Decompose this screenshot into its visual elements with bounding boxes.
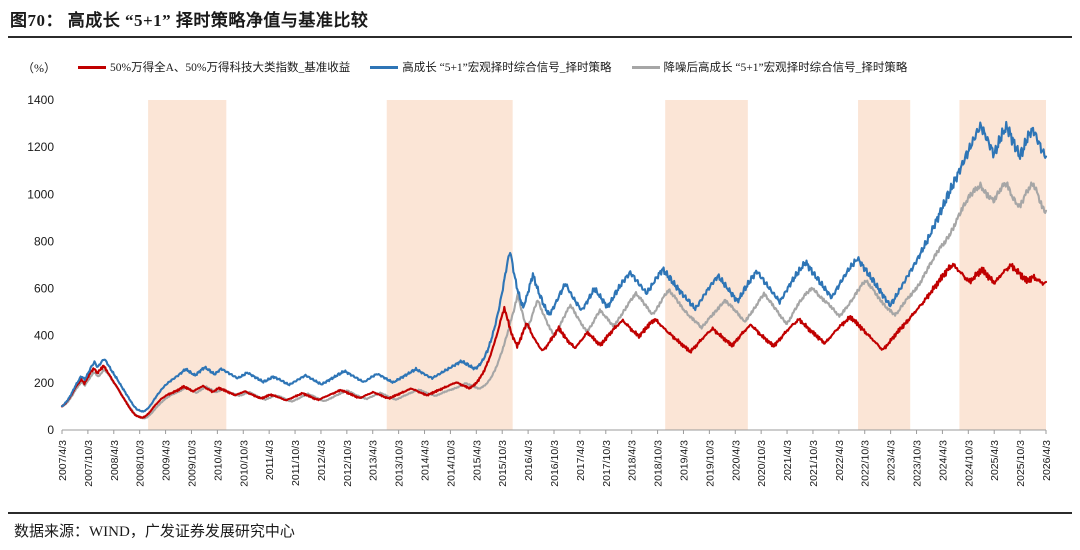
- y-axis-tick-label: 600: [34, 282, 54, 296]
- y-axis-tick-label: 800: [34, 234, 54, 248]
- x-axis-tick-label: 2009/10/3: [186, 440, 198, 487]
- x-axis-tick-label: 2011/10/3: [290, 440, 302, 486]
- chart-legend: （%） 50%万得全A、50%万得科技大类指数_基准收益 高成长 “5+1”宏观…: [22, 56, 1072, 78]
- x-axis-tick-label: 2025/10/3: [1015, 440, 1027, 487]
- x-axis-tick-label: 2019/10/3: [704, 440, 716, 487]
- x-axis-tick-label: 2017/10/3: [601, 440, 613, 487]
- legend-label-benchmark: 50%万得全A、50%万得科技大类指数_基准收益: [110, 62, 351, 74]
- page-title: 图70： 高成长 “5+1” 择时策略净值与基准比较: [10, 11, 369, 30]
- legend-swatch-denoised: [631, 65, 660, 69]
- shaded-band: [386, 100, 513, 430]
- y-axis-tick-label: 400: [34, 329, 54, 343]
- x-axis-tick-label: 2023/4/3: [886, 440, 898, 481]
- shaded-band: [148, 100, 227, 430]
- x-axis-tick-label: 2008/4/3: [109, 440, 121, 481]
- line-chart: 0 200 400 600 800 1000 1200 1400 2007/4/3 2007/1…: [27, 93, 1053, 487]
- x-axis-tick-label: 2010/10/3: [238, 440, 250, 487]
- x-axis-tick-label: 2011/4/3: [264, 440, 276, 480]
- x-axis-tick-label: 2019/4/3: [678, 440, 690, 481]
- footer-divider: [8, 512, 1072, 514]
- x-axis-tick-group: 2007/4/3 2007/10/3 2008/4/3 2008/10/3 2009/4…: [57, 430, 1053, 487]
- source-note: 数据来源：WIND，广发证券发展研究中心: [14, 524, 295, 540]
- x-axis-tick-label: 2018/10/3: [653, 440, 665, 487]
- x-axis-tick-label: 2016/4/3: [523, 440, 535, 481]
- x-axis-tick-label: 2009/4/3: [161, 440, 173, 481]
- x-axis-tick-label: 2015/4/3: [471, 440, 483, 481]
- series-line: [60, 120, 1048, 413]
- y-axis-tick-label: 0: [47, 423, 54, 437]
- x-axis-tick-label: 2024/4/3: [937, 440, 949, 481]
- x-axis-tick-label: 2023/10/3: [912, 440, 924, 487]
- y-axis-tick-group: 0 200 400 600 800 1000 1200 1400: [27, 93, 54, 437]
- x-axis-tick-label: 2022/4/3: [834, 440, 846, 481]
- shaded-band: [665, 100, 748, 430]
- x-axis-tick-label: 2010/4/3: [212, 440, 224, 481]
- x-axis-tick-label: 2012/4/3: [316, 440, 328, 481]
- title-divider: [8, 36, 1072, 38]
- legend-item-benchmark[interactable]: 50%万得全A、50%万得科技大类指数_基准收益: [78, 59, 350, 75]
- x-axis-tick-label: 2017/4/3: [575, 440, 587, 481]
- y-axis-tick-label: 200: [34, 376, 54, 390]
- y-axis-unit-label: （%）: [22, 60, 56, 75]
- y-axis-tick-label: 1000: [27, 187, 54, 201]
- x-axis-tick-label: 2013/4/3: [368, 440, 380, 481]
- x-axis-tick-label: 2012/10/3: [342, 440, 354, 487]
- y-axis-tick-label: 1200: [27, 140, 54, 154]
- x-axis-tick-label: 2016/10/3: [549, 440, 561, 487]
- x-axis-tick-label: 2013/10/3: [394, 440, 406, 487]
- y-axis-tick-label: 1400: [27, 93, 54, 107]
- x-axis-tick-label: 2014/10/3: [445, 440, 457, 487]
- x-axis-tick-label: 2024/10/3: [963, 440, 975, 487]
- legend-swatch-strategy: [370, 65, 399, 69]
- shaded-band: [959, 100, 1046, 430]
- shaded-band: [858, 100, 911, 430]
- x-axis-tick-label: 2007/10/3: [83, 440, 95, 487]
- series-line: [60, 262, 1048, 419]
- x-axis-tick-label: 2007/4/3: [57, 440, 69, 481]
- legend-swatch-benchmark: [78, 65, 106, 69]
- legend-item-denoised[interactable]: 降噪后高成长 “5+1”宏观择时综合信号_择时策略: [631, 59, 908, 75]
- recession-shading-group: [148, 100, 1046, 430]
- x-axis-tick-label: 2026/4/3: [1041, 440, 1053, 481]
- legend-label-strategy: 高成长 “5+1”宏观择时综合信号_择时策略: [402, 62, 612, 74]
- x-axis-tick-label: 2022/10/3: [860, 440, 872, 487]
- chart-plot-area: 0 200 400 600 800 1000 1200 1400 2007/4/3 2007/1…: [0, 84, 1080, 504]
- legend-label-denoised: 降噪后高成长 “5+1”宏观择时综合信号_择时策略: [663, 62, 908, 74]
- x-axis-tick-label: 2014/4/3: [420, 440, 432, 481]
- series-group: [60, 120, 1048, 420]
- x-axis-tick-label: 2018/4/3: [627, 440, 639, 481]
- x-axis-tick-label: 2020/4/3: [730, 440, 742, 481]
- x-axis-tick-label: 2021/10/3: [808, 440, 820, 487]
- legend-item-strategy[interactable]: 高成长 “5+1”宏观择时综合信号_择时策略: [370, 59, 612, 75]
- x-axis-tick-label: 2020/10/3: [756, 440, 768, 487]
- x-axis-tick-label: 2015/10/3: [497, 440, 509, 487]
- x-axis-tick-label: 2008/10/3: [135, 440, 147, 487]
- x-axis-tick-label: 2021/4/3: [782, 440, 794, 481]
- x-axis-tick-label: 2025/4/3: [989, 440, 1001, 481]
